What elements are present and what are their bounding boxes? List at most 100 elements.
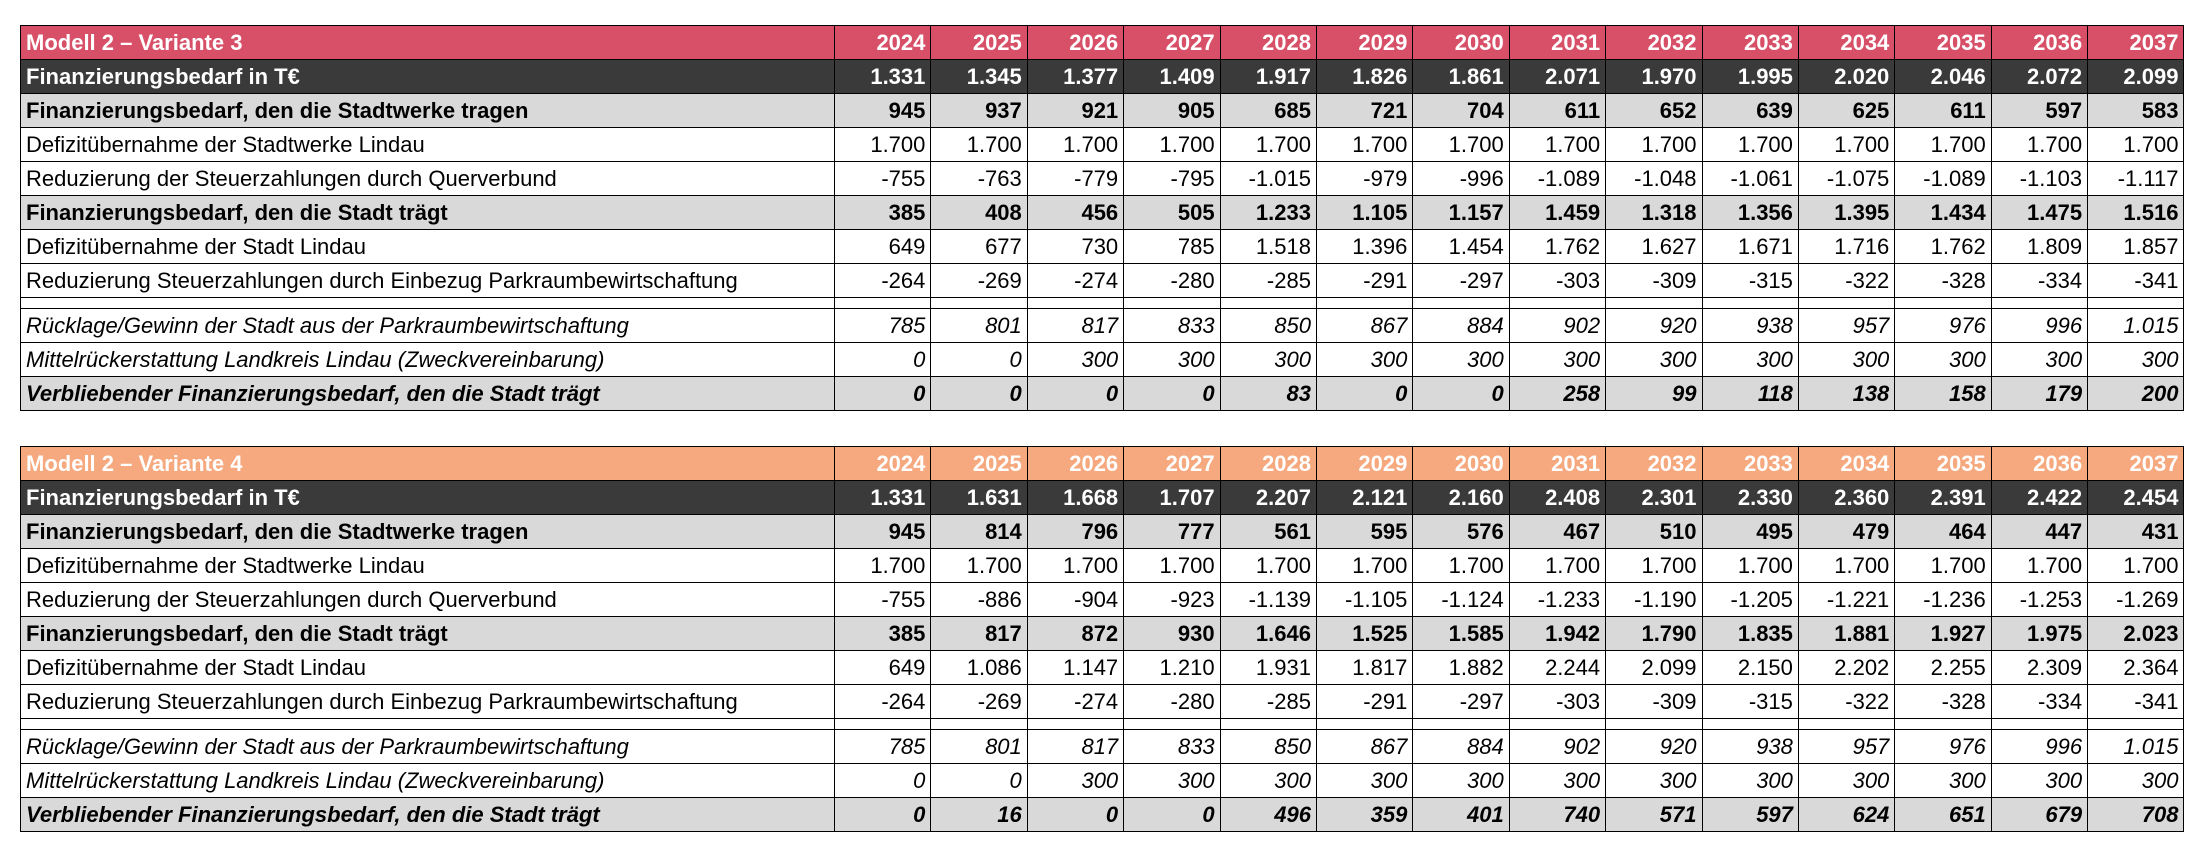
value-cell: -334 — [1990, 684, 2089, 719]
value-cell: 945 — [833, 514, 932, 549]
year-header: 2032 — [1605, 446, 1703, 481]
row-label: Defizitübernahme der Stadt Lindau — [20, 650, 835, 685]
table-row: Defizitübernahme der Stadt Lindau 649 677 7… — [20, 229, 2185, 264]
value-cell: 138 — [1797, 376, 1896, 411]
row-label: Reduzierung der Steuerzahlungen durch Qu… — [20, 161, 835, 196]
financing-table-variante-4: Modell 2 – Variante 4 2024 2025 2026 2027 202… — [20, 446, 2185, 832]
value-cell: 1.700 — [1315, 127, 1414, 162]
value-cell: -795 — [1123, 161, 1221, 196]
value-cell: -996 — [1412, 161, 1510, 196]
value-cell: 1.631 — [930, 480, 1028, 515]
value-cell: 1.881 — [1797, 616, 1896, 651]
year-header: 2028 — [1219, 446, 1317, 481]
value-cell: 576 — [1412, 514, 1510, 549]
value-cell — [1412, 297, 1510, 309]
value-cell: 1.700 — [1605, 548, 1703, 583]
value-cell — [1219, 718, 1317, 730]
value-cell: 1.105 — [1315, 195, 1414, 230]
value-cell: -280 — [1123, 684, 1221, 719]
table-row: Finanzierungsbedarf in T€ 1.331 1.345 1.377… — [20, 59, 2185, 94]
value-cell: 796 — [1026, 514, 1125, 549]
year-header: 2028 — [1219, 25, 1317, 60]
value-cell — [1219, 297, 1317, 309]
value-cell: 2.244 — [1508, 650, 1607, 685]
value-cell: 785 — [833, 729, 932, 764]
value-cell: -334 — [1990, 263, 2089, 298]
value-cell: -1.233 — [1508, 582, 1607, 617]
value-cell: 158 — [1894, 376, 1992, 411]
value-cell: 1.475 — [1990, 195, 2089, 230]
value-cell: 1.700 — [1412, 127, 1510, 162]
value-cell: 300 — [1990, 342, 2089, 377]
year-header: 2025 — [930, 446, 1028, 481]
value-cell: 1.700 — [1990, 127, 2089, 162]
value-cell — [1990, 297, 2089, 309]
value-cell: 179 — [1990, 376, 2089, 411]
value-cell: 930 — [1123, 616, 1221, 651]
value-cell: 730 — [1026, 229, 1125, 264]
value-cell: 385 — [833, 195, 932, 230]
value-cell: 1.585 — [1412, 616, 1510, 651]
row-label: Finanzierungsbedarf, den die Stadtwerke … — [20, 93, 835, 128]
value-cell: 902 — [1508, 308, 1607, 343]
value-cell: 1.331 — [833, 480, 932, 515]
value-cell: 1.700 — [1219, 548, 1317, 583]
value-cell: 708 — [2087, 797, 2185, 832]
value-cell — [833, 718, 932, 730]
value-cell: 1.790 — [1605, 616, 1703, 651]
value-cell: -1.089 — [1508, 161, 1607, 196]
value-cell: 1.995 — [1701, 59, 1799, 94]
value-cell — [1605, 718, 1703, 730]
value-cell: 1.434 — [1894, 195, 1992, 230]
value-cell: 817 — [1026, 308, 1125, 343]
value-cell: 1.518 — [1219, 229, 1317, 264]
value-cell: 0 — [833, 376, 932, 411]
value-cell: 464 — [1894, 514, 1992, 549]
value-cell: 1.700 — [1508, 548, 1607, 583]
value-cell — [1797, 297, 1896, 309]
value-cell: 833 — [1123, 729, 1221, 764]
value-cell: 1.700 — [1026, 127, 1125, 162]
table-title: Modell 2 – Variante 4 — [20, 446, 835, 481]
table-row: Reduzierung Steuerzahlungen durch Einbez… — [20, 263, 2185, 298]
value-cell: 1.917 — [1219, 59, 1317, 94]
table-row: Defizitübernahme der Stadtwerke Lindau 1.… — [20, 548, 2185, 583]
row-label: Defizitübernahme der Stadtwerke Lindau — [20, 127, 835, 162]
value-cell: 649 — [833, 229, 932, 264]
value-cell — [1797, 718, 1896, 730]
value-cell: 1.700 — [1797, 127, 1896, 162]
value-cell: 1.409 — [1123, 59, 1221, 94]
value-cell — [1412, 718, 1510, 730]
value-cell: 300 — [1797, 763, 1896, 798]
value-cell: 2.408 — [1508, 480, 1607, 515]
value-cell: 801 — [930, 308, 1028, 343]
value-cell: 2.364 — [2087, 650, 2185, 685]
value-cell: -280 — [1123, 263, 1221, 298]
value-cell: 814 — [930, 514, 1028, 549]
value-cell: 0 — [930, 376, 1028, 411]
value-cell: 1.700 — [1894, 548, 1992, 583]
value-cell: 2.360 — [1797, 480, 1896, 515]
value-cell: 1.700 — [1990, 548, 2089, 583]
value-cell: 2.099 — [2087, 59, 2185, 94]
value-cell: 884 — [1412, 308, 1510, 343]
financing-table-variante-3: Modell 2 – Variante 3 2024 2025 2026 2027 202… — [20, 25, 2185, 411]
year-header: 2035 — [1894, 25, 1992, 60]
value-cell: 957 — [1797, 308, 1896, 343]
value-cell: 649 — [833, 650, 932, 685]
value-cell: -309 — [1605, 684, 1703, 719]
value-cell: 300 — [1508, 763, 1607, 798]
value-cell: 300 — [1508, 342, 1607, 377]
value-cell: 300 — [1797, 342, 1896, 377]
value-cell: -1.221 — [1797, 582, 1896, 617]
value-cell: 902 — [1508, 729, 1607, 764]
value-cell: -274 — [1026, 263, 1125, 298]
value-cell: -285 — [1219, 263, 1317, 298]
year-header: 2029 — [1315, 25, 1414, 60]
value-cell: 300 — [1026, 763, 1125, 798]
value-cell: -322 — [1797, 684, 1896, 719]
value-cell: 945 — [833, 93, 932, 128]
value-cell — [1990, 718, 2089, 730]
value-cell: -779 — [1026, 161, 1125, 196]
value-cell — [1508, 718, 1607, 730]
